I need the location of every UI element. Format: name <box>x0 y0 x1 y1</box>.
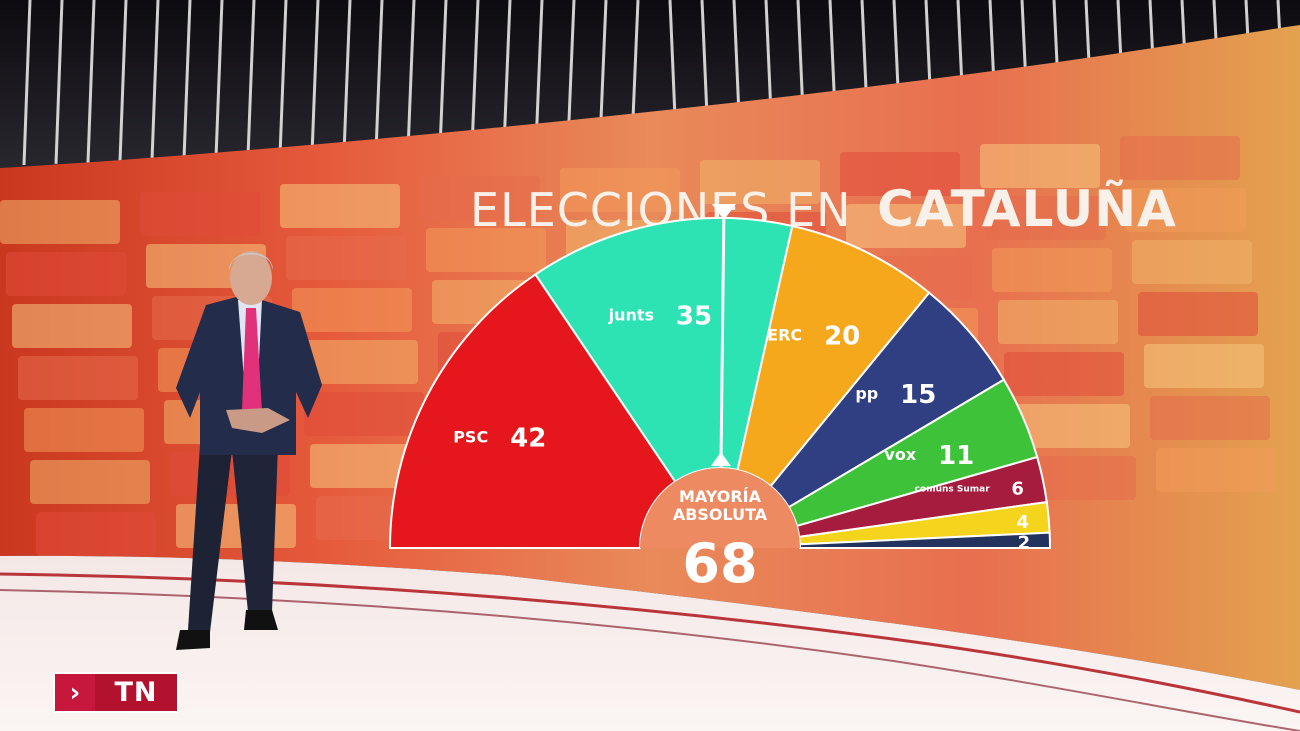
seat-count-label: 6 <box>1011 479 1024 500</box>
light-strip <box>406 0 416 151</box>
seat-label-group: junts 35 <box>608 302 713 332</box>
seat-count-label: 11 <box>938 441 974 471</box>
presenter-tie <box>242 308 262 420</box>
wall-block <box>18 356 138 400</box>
party-label: vox <box>884 445 916 464</box>
presenter-right-leg <box>232 445 278 612</box>
party-label: PSC <box>453 427 488 446</box>
seat-count-label: 35 <box>676 302 712 332</box>
presenter <box>176 251 322 650</box>
wall-block <box>0 200 120 244</box>
light-strip <box>438 0 448 150</box>
light-strip <box>54 0 64 164</box>
light-strip <box>278 0 288 156</box>
seat-count-label: 20 <box>824 321 860 351</box>
party-label: comuns Sumar <box>915 485 991 495</box>
light-strip <box>182 0 192 160</box>
light-strip <box>118 0 128 162</box>
wall-block <box>1016 456 1136 500</box>
light-strip <box>22 0 32 166</box>
chart-title: ELECCIONES EN CATALUÑA <box>470 179 1177 238</box>
wall-block <box>1138 292 1258 336</box>
party-label: ERC <box>767 325 802 344</box>
majority-hub <box>640 468 800 548</box>
light-strip <box>374 0 384 152</box>
wall-block <box>30 460 150 504</box>
wall-block <box>140 192 260 236</box>
light-strip <box>470 0 480 149</box>
presenter-hands <box>226 408 290 433</box>
wall-block <box>36 512 156 556</box>
wall-block <box>998 300 1118 344</box>
wall-block <box>1120 136 1240 180</box>
wall-block <box>980 144 1100 188</box>
party-label: pp <box>855 384 878 403</box>
wall-block <box>292 288 412 332</box>
seat-count-label: 15 <box>900 380 936 410</box>
presenter-left-leg <box>188 445 232 632</box>
wall-block <box>840 152 960 196</box>
light-strip <box>86 0 96 163</box>
seat-label-group: PSC 42 <box>453 423 546 453</box>
wall-block <box>700 160 820 204</box>
wall-block <box>1156 448 1276 492</box>
wall-block <box>1004 352 1124 396</box>
wall-block <box>24 408 144 452</box>
floor-line <box>0 572 1300 714</box>
presenter-head <box>230 251 272 305</box>
wall-block <box>426 228 546 272</box>
light-strip <box>246 0 256 157</box>
wall-block <box>1126 188 1246 232</box>
wall-block <box>420 176 540 220</box>
light-strip <box>310 0 320 155</box>
seat-label-group: vox 11 <box>884 441 974 471</box>
wall-block <box>12 304 132 348</box>
light-strip <box>342 0 352 154</box>
majority-line <box>719 212 726 469</box>
majority-label-line1: MAYORÍA <box>679 487 762 506</box>
channel-logo: › TN <box>53 672 179 713</box>
majority-marker-bottom <box>710 452 731 467</box>
wall-block <box>298 340 418 384</box>
wall-block <box>304 392 424 436</box>
wall-block <box>846 204 966 248</box>
seat-count-label: 42 <box>510 423 546 453</box>
channel-logo-text: TN <box>95 674 177 711</box>
light-strip <box>150 0 160 161</box>
studio-floor <box>0 555 1300 731</box>
seat-label-group: comuns Sumar 6 <box>915 479 1024 500</box>
chevron-right-icon: › <box>55 674 95 711</box>
wall-block <box>560 168 680 212</box>
title-highlight: CATALUÑA <box>877 179 1177 238</box>
presenter-left-shoe <box>176 630 210 650</box>
wall-block <box>986 196 1106 240</box>
party-label: junts <box>608 306 654 325</box>
seat-label-group: 4 <box>1016 512 1029 533</box>
parliament-chart: PSC 42 junts 35 ERC 20 pp 15 vox 11 comuns Sumar 6 4… <box>388 204 1052 595</box>
seat-label-group: pp 15 <box>855 380 936 410</box>
wall-block <box>1144 344 1264 388</box>
seat-label-group: 2 <box>1018 532 1031 553</box>
seat-count-label: 2 <box>1018 532 1031 553</box>
majority-label-line2: ABSOLUTA <box>673 505 768 524</box>
seat-label-group: ERC 20 <box>767 321 860 351</box>
light-strip <box>502 0 512 148</box>
wall-block <box>1132 240 1252 284</box>
wall-block <box>1150 396 1270 440</box>
wall-block <box>6 252 126 296</box>
wall-block <box>992 248 1112 292</box>
wall-block <box>286 236 406 280</box>
seat-count-label: 4 <box>1016 512 1029 533</box>
wall-block <box>280 184 400 228</box>
floor-line <box>0 589 1300 731</box>
light-strip <box>214 0 224 158</box>
presenter-right-shoe <box>244 610 278 630</box>
majority-marker-top <box>711 204 736 221</box>
wall-block <box>1010 404 1130 448</box>
majority-value: 68 <box>682 532 757 595</box>
light-strip <box>534 0 544 146</box>
